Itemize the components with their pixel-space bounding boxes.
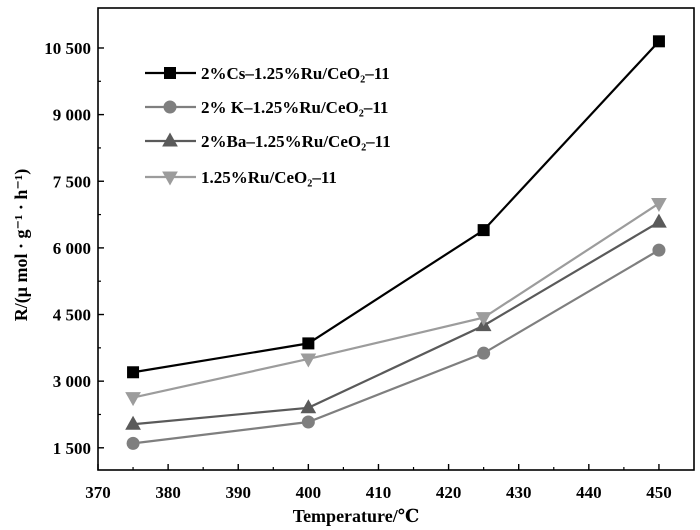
x-tick-label: 400 — [296, 483, 322, 502]
data-point — [477, 224, 490, 237]
series-line-0 — [132, 40, 660, 374]
series-layer — [125, 35, 667, 450]
plot-frame — [97, 7, 695, 471]
axis-ticks — [97, 47, 660, 470]
x-tick-label: 410 — [366, 483, 392, 502]
y-tick-label: 10 500 — [44, 39, 91, 58]
y-tick-label: 3 000 — [53, 372, 91, 391]
x-tick-label: 430 — [506, 483, 532, 502]
legend-item-3: 1.25%Ru/CeO₂–11 — [145, 168, 337, 187]
x-tick-label: 390 — [225, 483, 251, 502]
data-point — [127, 366, 140, 379]
data-point — [475, 312, 492, 327]
legend-label: 1.25%Ru/CeO₂–11 — [201, 168, 337, 187]
legend-label: 2% K–1.25%Ru/CeO₂–11 — [201, 98, 388, 117]
y-tick-label: 7 500 — [53, 172, 91, 191]
x-tick-label: 440 — [576, 483, 602, 502]
legend-marker — [162, 171, 178, 186]
data-point — [300, 399, 317, 414]
legend-marker — [164, 67, 176, 79]
legend-item-0: 2%Cs–1.25%Ru/CeO₂–11 — [145, 64, 390, 83]
x-tick-label: 370 — [85, 483, 111, 502]
legend-label: 2%Cs–1.25%Ru/CeO₂–11 — [201, 64, 390, 83]
data-point — [300, 353, 317, 368]
x-tick-label: 380 — [155, 483, 181, 502]
data-point — [125, 415, 141, 430]
data-point — [302, 337, 315, 350]
legend-item-1: 2% K–1.25%Ru/CeO₂–11 — [145, 98, 388, 117]
series-1 — [126, 243, 666, 450]
legend-marker — [163, 100, 177, 114]
series-line-1 — [132, 249, 660, 445]
data-point — [651, 197, 667, 212]
data-point — [652, 243, 666, 257]
data-point — [126, 436, 140, 450]
series-0 — [127, 35, 665, 379]
data-point — [301, 415, 315, 429]
y-tick-label: 6 000 — [53, 239, 91, 258]
y-tick-label: 4 500 — [53, 306, 91, 325]
x-tick-label: 450 — [646, 483, 672, 502]
y-axis-label: R/(μ mol · g⁻¹ · h⁻¹) — [11, 169, 32, 322]
series-line-3 — [132, 202, 660, 399]
series-line-2 — [132, 221, 660, 426]
data-point — [651, 213, 667, 228]
x-axis-label: Temperature/℃ — [293, 506, 420, 526]
series-3 — [125, 197, 667, 407]
legend-label: 2%Ba–1.25%Ru/CeO₂–11 — [201, 132, 391, 151]
x-tick-label: 420 — [436, 483, 462, 502]
data-point — [125, 392, 141, 407]
data-point — [652, 35, 665, 48]
series-2 — [125, 213, 667, 430]
legend-item-2: 2%Ba–1.25%Ru/CeO₂–11 — [145, 132, 391, 151]
axis-tick-labels: 370 380 390 400 410 420 430 440 450 1 500 3 000 4 5… — [44, 39, 671, 502]
legend-marker — [162, 132, 178, 147]
y-tick-label: 1 500 — [53, 439, 91, 458]
data-point — [477, 346, 491, 360]
legend: 2%Cs–1.25%Ru/CeO₂–11 2% K–1.25%Ru/CeO₂–11… — [145, 64, 391, 187]
y-tick-label: 9 000 — [53, 106, 91, 125]
